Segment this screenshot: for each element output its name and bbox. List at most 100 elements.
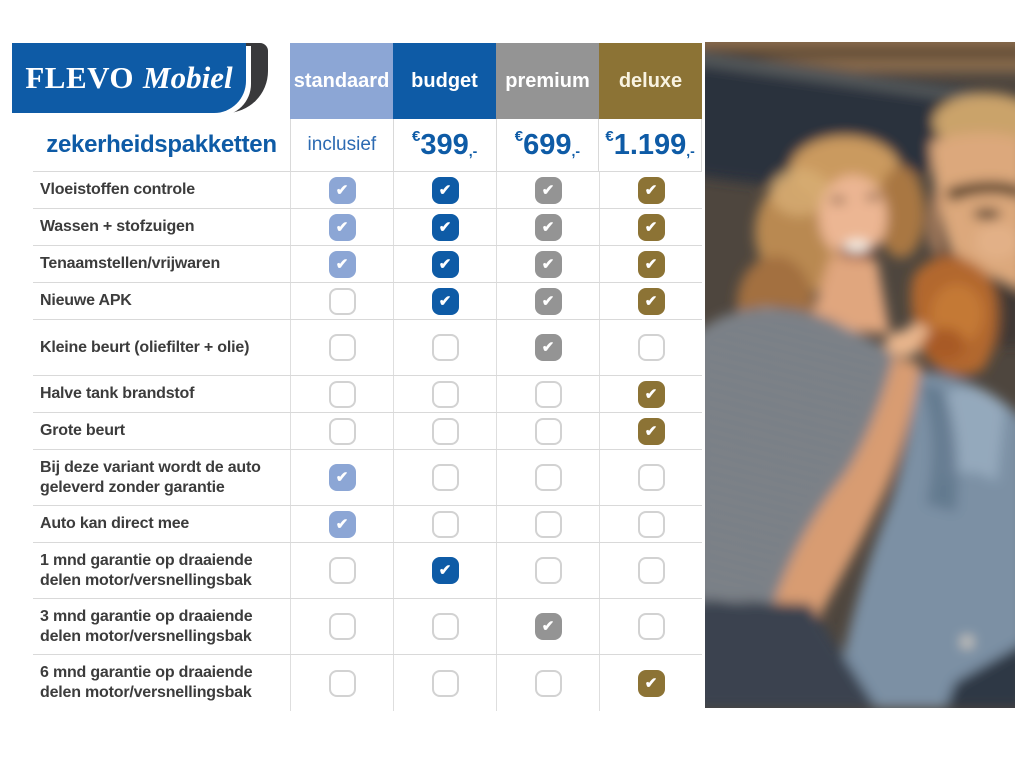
feature-cell-budget (393, 413, 496, 449)
checkbox-unchecked-icon[interactable] (534, 557, 562, 584)
checkbox-unchecked-icon[interactable] (431, 669, 459, 697)
checkbox-checked-icon[interactable]: ✔ (534, 250, 562, 278)
checkbox-checked-icon[interactable]: ✔ (328, 250, 356, 278)
feature-cell-standaard: ✔ (290, 209, 393, 245)
feature-cell-budget: ✔ (393, 246, 496, 282)
checkbox-unchecked-icon[interactable] (637, 613, 665, 640)
feature-cell-budget: ✔ (393, 543, 496, 598)
checkbox-checked-icon[interactable]: ✔ (637, 669, 665, 697)
feature-row: 1 mnd garantie op draaiende delen motor/… (33, 543, 702, 599)
checkbox-unchecked-icon[interactable] (328, 334, 356, 361)
feature-cell-budget (393, 320, 496, 375)
price-included-text: inclusief (307, 134, 377, 155)
feature-cell-budget (393, 506, 496, 542)
feature-cell-premium: ✔ (496, 599, 599, 654)
feature-label: Grote beurt (40, 422, 125, 439)
feature-cell-deluxe (599, 543, 702, 598)
couple-in-car-photo (705, 42, 1015, 708)
checkbox-unchecked-icon[interactable] (637, 510, 665, 538)
feature-cell-standaard (290, 320, 393, 375)
price-budget: €399 ,- (392, 119, 496, 171)
checkbox-checked-icon[interactable]: ✔ (637, 287, 665, 315)
checkbox-unchecked-icon[interactable] (534, 510, 562, 538)
feature-label: Kleine beurt (oliefilter + olie) (40, 338, 250, 356)
feature-label: 6 mnd garantie op draaiende delen motor/… (40, 664, 253, 701)
price-amount: 399 (420, 129, 469, 161)
feature-cell-deluxe: ✔ (599, 246, 702, 282)
checkbox-unchecked-icon[interactable] (431, 613, 459, 640)
checkbox-unchecked-icon[interactable] (431, 510, 459, 538)
feature-cell-budget (393, 599, 496, 654)
checkbox-unchecked-icon[interactable] (534, 464, 562, 491)
checkbox-checked-icon[interactable]: ✔ (328, 176, 356, 204)
checkbox-checked-icon[interactable]: ✔ (637, 176, 665, 204)
checkbox-unchecked-icon[interactable] (328, 669, 356, 697)
feature-cell-standaard (290, 283, 393, 319)
feature-label: 3 mnd garantie op draaiende delen motor/… (40, 607, 253, 645)
checkbox-unchecked-icon[interactable] (431, 417, 459, 445)
checkbox-unchecked-icon[interactable] (328, 557, 356, 584)
feature-row: 6 mnd garantie op draaiende delen motor/… (33, 655, 702, 711)
checkbox-checked-icon[interactable]: ✔ (637, 250, 665, 278)
feature-cell-premium: ✔ (496, 209, 599, 245)
feature-cell-deluxe: ✔ (599, 413, 702, 449)
brand-logo: FLEVO Mobiel (12, 43, 278, 113)
checkbox-checked-icon[interactable]: ✔ (431, 250, 459, 278)
feature-cell-budget (393, 376, 496, 412)
feature-label: Halve tank brandstof (40, 385, 195, 402)
checkbox-checked-icon[interactable]: ✔ (328, 510, 356, 538)
feature-cell-premium: ✔ (496, 320, 599, 375)
feature-cell-premium (496, 506, 599, 542)
page-title: zekerheidspakketten (46, 131, 277, 158)
feature-cell-budget: ✔ (393, 209, 496, 245)
price-deluxe: €1.199 ,- (598, 119, 702, 171)
currency-symbol: € (605, 128, 614, 145)
checkbox-unchecked-icon[interactable] (637, 557, 665, 584)
package-headers: standaard budget premium deluxe (290, 43, 702, 119)
feature-label: Auto kan direct mee (40, 515, 190, 532)
checkbox-checked-icon[interactable]: ✔ (431, 213, 459, 241)
checkbox-checked-icon[interactable]: ✔ (637, 213, 665, 241)
checkbox-checked-icon[interactable]: ✔ (328, 464, 356, 491)
checkbox-unchecked-icon[interactable] (328, 613, 356, 640)
feature-cell-deluxe (599, 599, 702, 654)
checkbox-unchecked-icon[interactable] (534, 380, 562, 408)
checkbox-unchecked-icon[interactable] (637, 334, 665, 361)
checkbox-unchecked-icon[interactable] (328, 380, 356, 408)
checkbox-checked-icon[interactable]: ✔ (534, 213, 562, 241)
feature-cell-budget: ✔ (393, 283, 496, 319)
feature-cell-deluxe: ✔ (599, 283, 702, 319)
feature-cell-premium: ✔ (496, 283, 599, 319)
feature-cell-standaard (290, 543, 393, 598)
feature-cell-standaard (290, 376, 393, 412)
checkbox-unchecked-icon[interactable] (328, 287, 356, 315)
brand-name-primary: FLEVO (25, 60, 135, 95)
feature-cell-premium (496, 376, 599, 412)
feature-row: Vloeistoffen controle ✔ ✔ ✔ ✔ (33, 172, 702, 209)
checkbox-checked-icon[interactable]: ✔ (637, 380, 665, 408)
checkbox-unchecked-icon[interactable] (534, 669, 562, 697)
feature-cell-budget (393, 450, 496, 505)
feature-cell-premium (496, 413, 599, 449)
checkbox-checked-icon[interactable]: ✔ (534, 287, 562, 315)
checkbox-unchecked-icon[interactable] (431, 380, 459, 408)
checkbox-unchecked-icon[interactable] (534, 417, 562, 445)
feature-label: Bij deze variant wordt de auto geleverd … (40, 458, 261, 496)
checkbox-checked-icon[interactable]: ✔ (431, 176, 459, 204)
checkbox-checked-icon[interactable]: ✔ (534, 334, 562, 361)
checkbox-unchecked-icon[interactable] (637, 464, 665, 491)
checkbox-checked-icon[interactable]: ✔ (431, 287, 459, 315)
feature-cell-standaard: ✔ (290, 506, 393, 542)
checkbox-checked-icon[interactable]: ✔ (431, 557, 459, 584)
checkbox-unchecked-icon[interactable] (328, 417, 356, 445)
feature-cell-budget (393, 655, 496, 711)
checkbox-checked-icon[interactable]: ✔ (534, 176, 562, 204)
package-header-budget: budget (393, 43, 496, 119)
feature-row: Kleine beurt (oliefilter + olie) ✔ (33, 320, 702, 376)
checkbox-unchecked-icon[interactable] (431, 464, 459, 491)
checkbox-unchecked-icon[interactable] (431, 334, 459, 361)
feature-cell-premium (496, 543, 599, 598)
checkbox-checked-icon[interactable]: ✔ (534, 613, 562, 640)
checkbox-checked-icon[interactable]: ✔ (637, 417, 665, 445)
checkbox-checked-icon[interactable]: ✔ (328, 213, 356, 241)
